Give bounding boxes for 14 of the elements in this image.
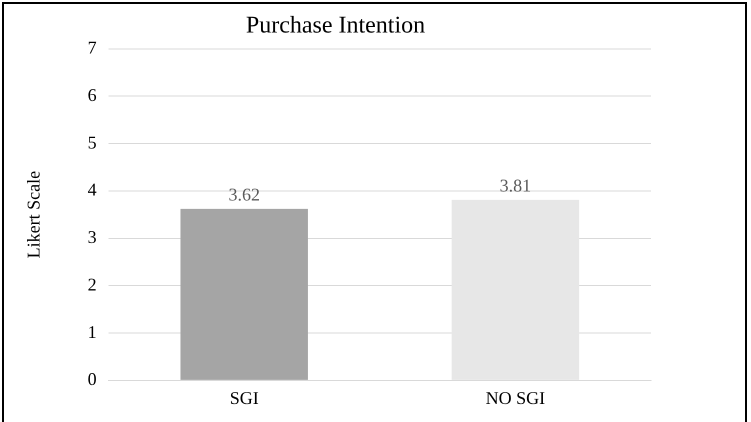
x-tick-label: SGI: [230, 388, 259, 408]
data-label: 3.62: [228, 184, 260, 205]
y-tick-label: 2: [88, 274, 97, 294]
y-axis-title: Likert Scale: [24, 170, 44, 258]
y-tick-label: 1: [88, 322, 97, 342]
y-tick-label: 6: [88, 84, 97, 105]
data-label: 3.81: [500, 176, 532, 196]
y-tick-label: 5: [88, 132, 97, 152]
x-tick-label: NO SGI: [486, 388, 546, 408]
y-tick-label: 0: [88, 369, 97, 390]
y-tick-label: 3: [88, 227, 97, 248]
y-tick-label: 7: [88, 38, 97, 58]
chart-title: Purchase Intention: [246, 12, 426, 39]
y-tick-label: 4: [88, 180, 97, 200]
